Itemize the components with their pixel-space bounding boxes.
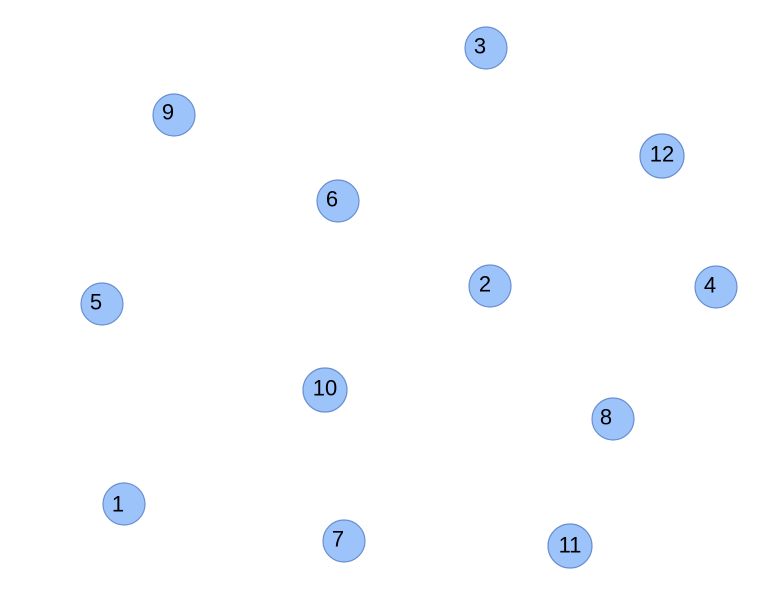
node-3[interactable]: 3 [464,26,508,70]
node-2[interactable]: 2 [468,264,512,308]
node-11-label: 11 [559,533,582,558]
node-1[interactable]: 1 [102,482,146,526]
node-6-label: 6 [326,187,338,212]
node-10[interactable]: 10 [302,367,348,413]
node-3-label: 3 [474,34,486,59]
node-8-label: 8 [600,405,612,430]
node-4[interactable]: 4 [694,265,738,309]
node-9[interactable]: 9 [152,93,196,137]
node-6[interactable]: 6 [316,179,360,223]
node-12-label: 12 [650,142,674,167]
node-10-label: 10 [313,376,337,401]
node-7-label: 7 [332,527,344,552]
node-2-label: 2 [479,272,491,297]
node-5-label: 5 [90,290,102,315]
node-8[interactable]: 8 [591,397,635,441]
node-7[interactable]: 7 [322,519,366,563]
node-4-label: 4 [704,273,716,298]
node-1-label: 1 [112,492,124,517]
node-11[interactable]: 11 [547,523,593,569]
node-12[interactable]: 12 [639,133,685,179]
node-9-label: 9 [162,100,174,125]
node-5[interactable]: 5 [80,282,124,326]
